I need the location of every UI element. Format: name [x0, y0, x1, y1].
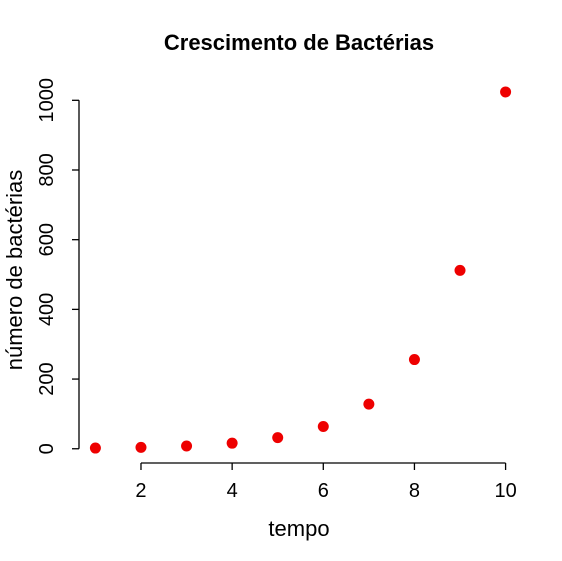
y-axis: 0 200 400 600 800 1000 [36, 78, 80, 454]
x-axis-label: tempo [268, 516, 329, 541]
x-tick-label: 10 [494, 480, 516, 502]
y-tick-label: 600 [36, 223, 58, 256]
data-point [226, 437, 238, 449]
y-tick-label: 200 [36, 362, 58, 395]
data-point [135, 441, 147, 453]
x-tick-label: 4 [227, 480, 238, 502]
x-axis: 2 4 6 8 10 [135, 462, 517, 502]
y-tick-label: 400 [36, 293, 58, 326]
y-tick-label: 800 [36, 153, 58, 186]
x-tick-label: 8 [409, 480, 420, 502]
data-point [181, 440, 193, 452]
data-point [500, 86, 512, 98]
data-point [317, 420, 329, 432]
data-point [408, 354, 420, 366]
x-tick-label: 6 [318, 480, 329, 502]
y-tick-label: 1000 [36, 78, 58, 123]
data-point [363, 398, 375, 410]
y-tick-label: 0 [36, 443, 58, 454]
data-point [454, 264, 466, 276]
chart-title: Crescimento de Bactérias [164, 30, 434, 55]
y-axis-label: número de bactérias [2, 170, 27, 371]
data-point [89, 442, 101, 454]
x-tick-label: 2 [135, 480, 146, 502]
data-points [89, 86, 512, 454]
data-point [272, 432, 284, 444]
